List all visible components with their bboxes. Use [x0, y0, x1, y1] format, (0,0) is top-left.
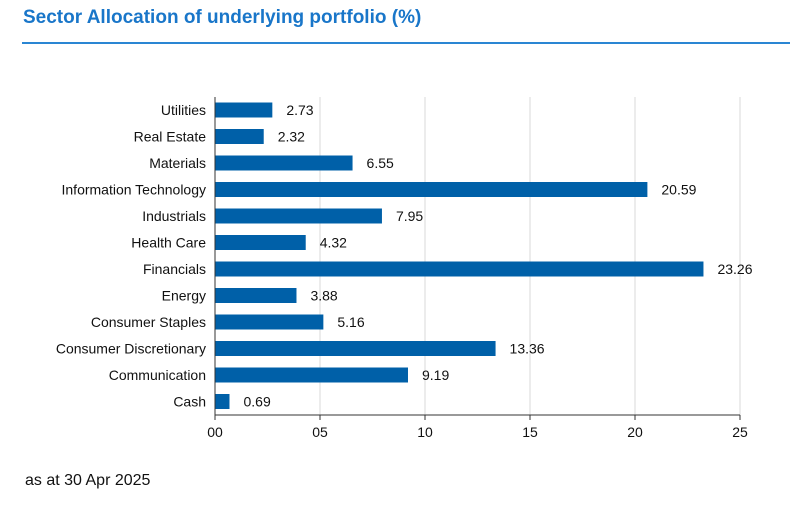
data-label: 9.19	[422, 367, 449, 383]
data-label: 6.55	[367, 155, 394, 171]
bar	[215, 288, 297, 303]
bar	[215, 155, 353, 171]
category-label: Energy	[162, 288, 206, 304]
bar	[215, 394, 230, 409]
data-label: 4.32	[320, 235, 347, 251]
data-label: 23.26	[717, 261, 752, 277]
category-label: Materials	[149, 155, 206, 171]
bar	[215, 208, 382, 224]
data-label: 0.69	[243, 394, 270, 410]
as-at-date-note: as at 30 Apr 2025	[25, 472, 151, 489]
category-label: Information Technology	[62, 182, 207, 198]
bar	[215, 367, 408, 383]
title-divider	[22, 42, 790, 44]
bar	[215, 235, 306, 250]
x-tick-label: 15	[522, 424, 538, 440]
data-label: 2.32	[278, 129, 305, 145]
data-label: 3.88	[310, 288, 337, 304]
bar	[215, 182, 648, 197]
category-labels: Utilities Real Estate Materials Information…	[56, 102, 206, 410]
x-tick-label: 10	[417, 424, 433, 440]
x-tick-label: 20	[627, 424, 643, 440]
category-label: Consumer Discretionary	[56, 341, 206, 357]
data-label: 5.16	[337, 314, 364, 330]
bar	[215, 129, 264, 144]
category-label: Utilities	[161, 102, 206, 118]
category-label: Communication	[109, 367, 206, 383]
data-label: 13.36	[510, 341, 545, 357]
x-axis: 00 05 10 15 20 25	[207, 97, 748, 440]
category-label: Real Estate	[134, 129, 207, 145]
x-tick-label: 00	[207, 424, 223, 440]
data-label: 7.95	[396, 208, 423, 224]
bar	[215, 314, 324, 330]
data-label: 2.73	[286, 102, 313, 118]
category-label: Industrials	[142, 208, 206, 224]
bar	[215, 341, 496, 356]
bars	[215, 102, 704, 409]
page-title: Sector Allocation of underlying portfoli…	[23, 7, 422, 28]
bar	[215, 102, 273, 118]
data-label: 20.59	[661, 182, 696, 198]
bar	[215, 261, 704, 277]
category-label: Consumer Staples	[91, 314, 206, 330]
value-labels: 2.73 2.32 6.55 20.59 7.95 4.32 23.26 3.885.16 13…	[243, 102, 752, 410]
category-label: Health Care	[131, 235, 206, 251]
category-label: Financials	[143, 261, 206, 277]
x-tick-label: 05	[312, 424, 328, 440]
category-label: Cash	[173, 394, 206, 410]
x-tick-label: 25	[732, 424, 748, 440]
grid-lines	[319, 97, 741, 415]
